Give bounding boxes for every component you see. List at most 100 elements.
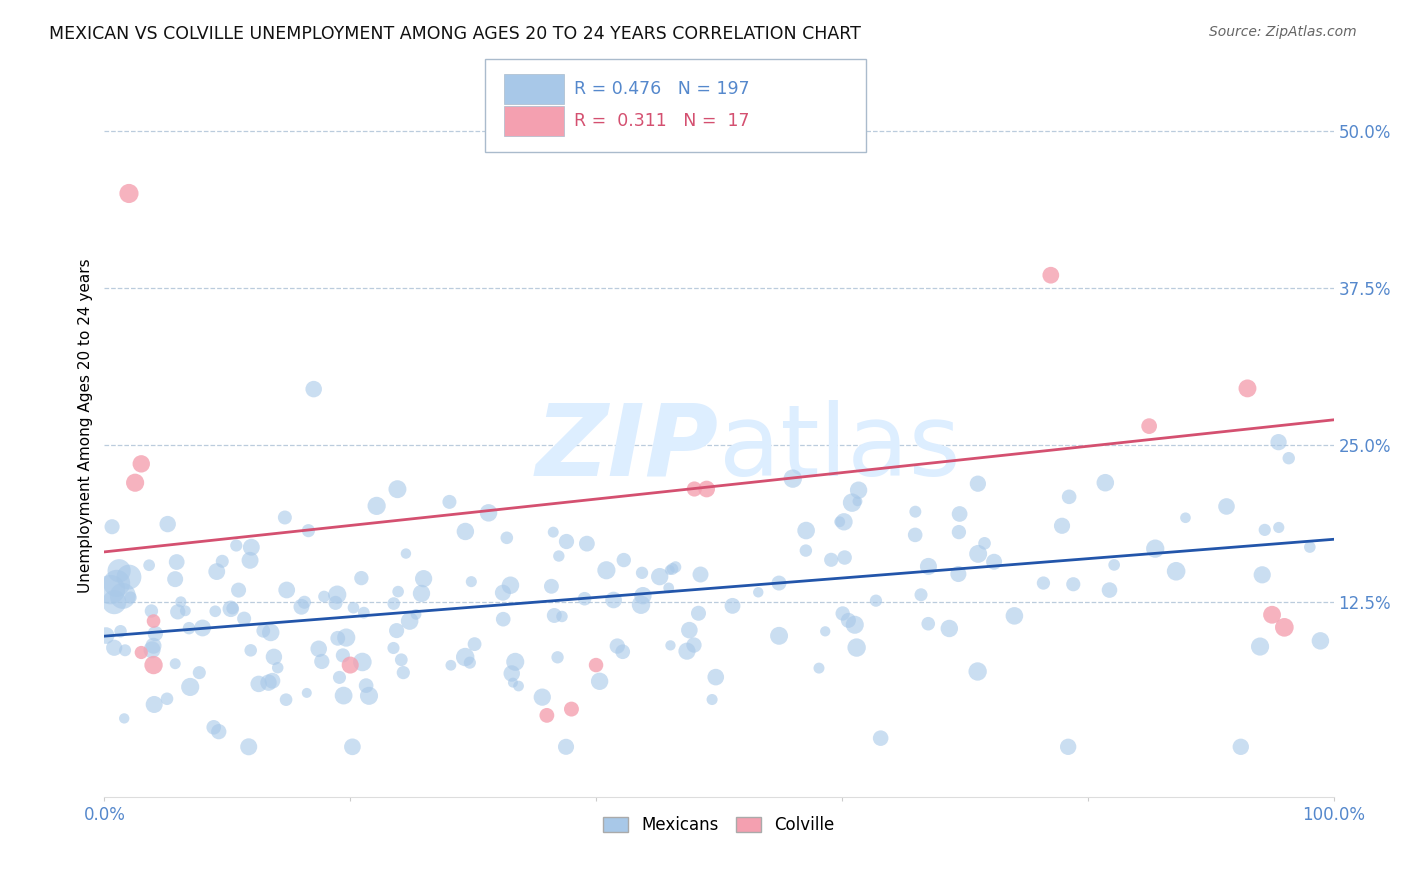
Point — [156, 517, 179, 532]
Point — [247, 677, 270, 691]
Point — [311, 655, 333, 669]
Point — [395, 547, 418, 561]
Point — [112, 711, 135, 725]
Point — [142, 658, 165, 673]
Point — [94, 629, 117, 643]
Point — [405, 607, 427, 622]
Point — [831, 607, 853, 621]
Point — [834, 550, 856, 565]
Point — [1102, 558, 1125, 572]
Point — [228, 583, 250, 598]
Point — [111, 589, 134, 603]
Point — [676, 644, 699, 658]
Point — [1137, 419, 1160, 434]
Point — [837, 613, 859, 627]
Point — [794, 524, 817, 538]
Point — [966, 665, 988, 679]
Point — [276, 582, 298, 597]
Point — [211, 554, 233, 568]
Point — [219, 602, 242, 616]
Point — [659, 639, 682, 653]
Point — [387, 482, 409, 496]
Point — [274, 510, 297, 524]
Point — [606, 639, 628, 653]
Point — [648, 569, 671, 583]
Point — [165, 657, 187, 671]
Point — [110, 624, 132, 639]
Point — [143, 626, 166, 640]
Point — [477, 506, 499, 520]
Text: R = 0.476   N = 197: R = 0.476 N = 197 — [574, 80, 749, 98]
Point — [105, 576, 128, 591]
Point — [326, 588, 349, 602]
Point — [938, 622, 960, 636]
Point — [551, 609, 574, 624]
Legend: Mexicans, Colville: Mexicans, Colville — [596, 809, 841, 841]
Point — [325, 596, 347, 610]
Text: MEXICAN VS COLVILLE UNEMPLOYMENT AMONG AGES 20 TO 24 YEARS CORRELATION CHART: MEXICAN VS COLVILLE UNEMPLOYMENT AMONG A… — [49, 25, 860, 43]
Point — [239, 643, 262, 657]
Point — [1062, 577, 1084, 591]
Point — [768, 576, 790, 591]
Point — [588, 674, 610, 689]
Point — [768, 629, 790, 643]
Point — [575, 536, 598, 550]
Point — [353, 606, 375, 620]
Point — [339, 658, 361, 673]
Point — [1032, 576, 1054, 591]
Point — [335, 631, 357, 645]
Point — [658, 563, 681, 577]
Point — [354, 679, 377, 693]
Point — [328, 670, 350, 684]
Point — [683, 638, 706, 652]
Point — [142, 639, 165, 653]
Point — [689, 567, 711, 582]
Point — [555, 739, 578, 754]
Point — [814, 624, 837, 639]
Point — [613, 553, 636, 567]
Point — [387, 584, 409, 599]
Point — [967, 476, 990, 491]
Point — [503, 655, 526, 669]
Point — [502, 675, 524, 690]
Point — [257, 675, 280, 690]
Point — [704, 670, 727, 684]
Point — [100, 582, 122, 597]
Point — [188, 665, 211, 680]
Point — [688, 607, 710, 621]
Point — [1267, 520, 1289, 534]
Point — [332, 648, 354, 663]
Point — [547, 549, 569, 563]
Point — [357, 689, 380, 703]
Point — [555, 534, 578, 549]
Point — [326, 632, 349, 646]
Point — [440, 658, 463, 673]
Point — [683, 482, 706, 496]
Point — [828, 515, 851, 529]
Point — [260, 625, 283, 640]
Point — [290, 599, 312, 614]
Point — [536, 708, 558, 723]
Point — [156, 691, 179, 706]
Point — [114, 643, 136, 657]
Point — [678, 623, 700, 637]
Point — [983, 555, 1005, 569]
Point — [350, 571, 373, 585]
Point — [141, 642, 163, 657]
Point — [848, 483, 870, 498]
Point — [531, 690, 554, 705]
Point — [225, 539, 247, 553]
Point — [142, 614, 165, 628]
Point — [904, 528, 927, 542]
Point — [454, 524, 477, 539]
Point — [208, 724, 231, 739]
Point — [949, 507, 972, 521]
Point — [602, 593, 624, 607]
Point — [807, 661, 830, 675]
Point — [411, 586, 433, 600]
Point — [342, 600, 364, 615]
Y-axis label: Unemployment Among Ages 20 to 24 years: Unemployment Among Ages 20 to 24 years — [79, 259, 93, 593]
Point — [1267, 435, 1289, 450]
Point — [1215, 500, 1237, 514]
Point — [910, 588, 932, 602]
